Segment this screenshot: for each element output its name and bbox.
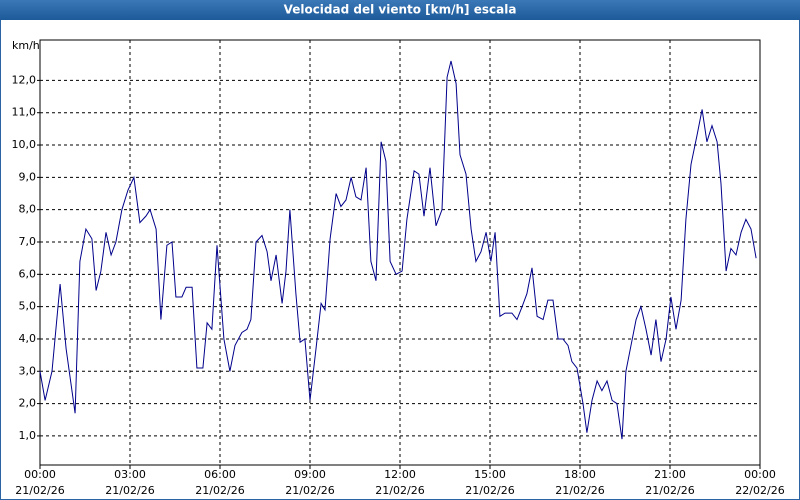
x-tick-label: 00:00	[24, 468, 56, 481]
x-tick-label: 09:00	[294, 468, 326, 481]
x-tick-date: 21/02/26	[285, 484, 334, 497]
x-tick-date: 21/02/26	[465, 484, 514, 497]
chart-title: Velocidad del viento [km/h] escala	[284, 3, 517, 17]
y-tick-label: 10,0	[12, 138, 37, 151]
data-line	[39, 60, 757, 440]
y-tick-label: 2,0	[19, 397, 37, 410]
y-tick-label: 1,0	[19, 429, 37, 442]
x-tick-label: 12:00	[384, 468, 416, 481]
y-tick-label: 6,0	[19, 267, 37, 280]
x-tick-label: 15:00	[474, 468, 506, 481]
title-bar	[0, 0, 800, 20]
x-tick-label: 21:00	[654, 468, 686, 481]
y-axis-label: km/h	[12, 39, 40, 52]
x-tick-date: 21/02/26	[555, 484, 604, 497]
y-tick-label: 12,0	[12, 73, 37, 86]
x-tick-date: 21/02/26	[645, 484, 694, 497]
y-tick-label: 11,0	[12, 106, 37, 119]
y-tick-label: 8,0	[19, 203, 37, 216]
x-tick-label: 06:00	[204, 468, 236, 481]
y-tick-label: 5,0	[19, 300, 37, 313]
y-tick-label: 9,0	[19, 170, 37, 183]
x-tick-date: 21/02/26	[105, 484, 154, 497]
x-tick-label: 03:00	[114, 468, 146, 481]
y-tick-label: 7,0	[19, 235, 37, 248]
y-tick-label: 4,0	[19, 332, 37, 345]
y-tick-label: 3,0	[19, 364, 37, 377]
x-tick-label: 18:00	[564, 468, 596, 481]
x-tick-date: 21/02/26	[15, 484, 64, 497]
x-tick-date: 21/02/26	[195, 484, 244, 497]
x-tick-date: 22/02/26	[735, 484, 784, 497]
x-tick-date: 21/02/26	[375, 484, 424, 497]
x-tick-label: 00:00	[744, 468, 776, 481]
